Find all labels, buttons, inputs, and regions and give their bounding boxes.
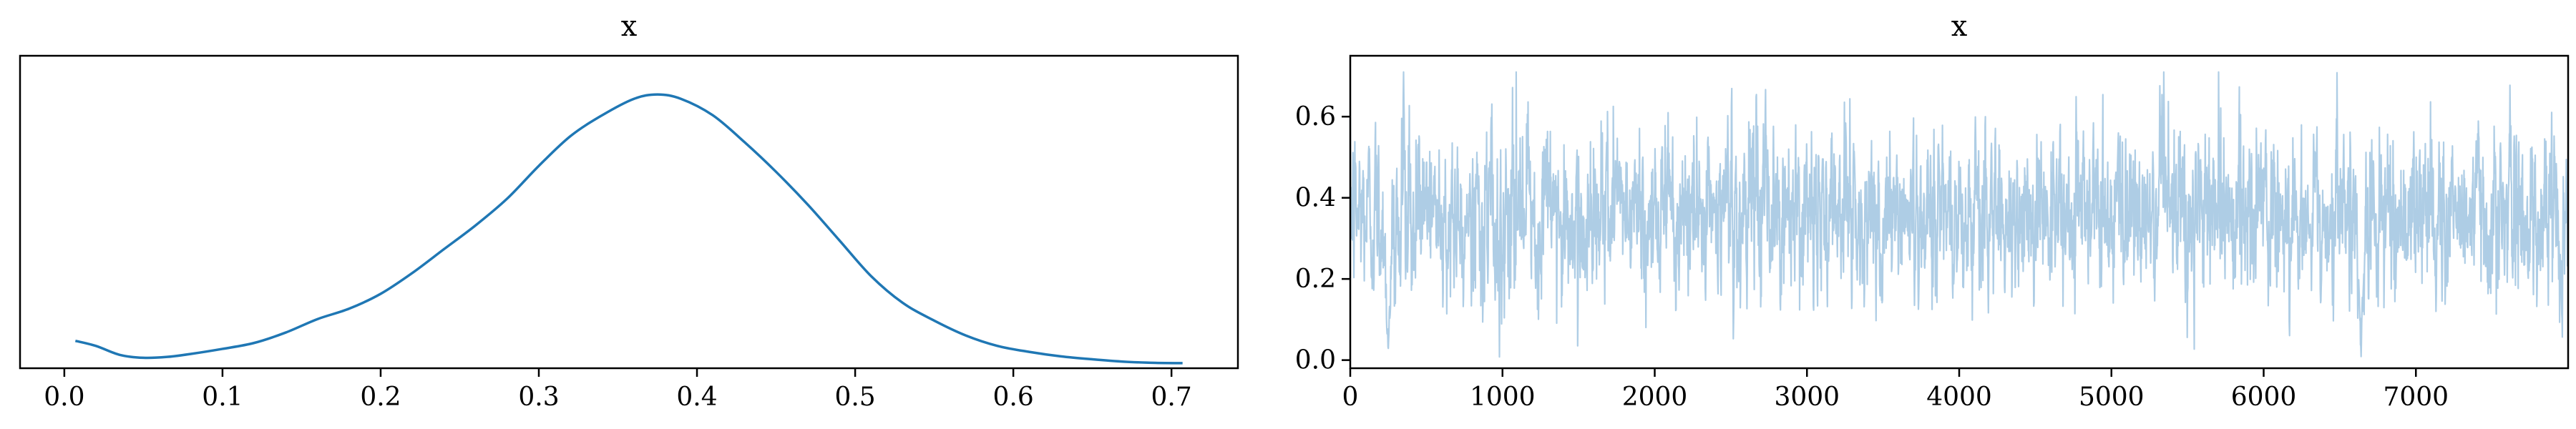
trace-plot-title: x <box>1951 10 1968 43</box>
trace-x-tick-label: 3000 <box>1774 383 1840 412</box>
density-x-tick-label: 0.0 <box>44 383 84 412</box>
density-x-tick-label: 0.1 <box>202 383 243 412</box>
density-x-tick-label: 0.6 <box>992 383 1033 412</box>
density-x-tick-label: 0.4 <box>676 383 717 412</box>
trace-y-tick-label: 0.6 <box>1295 102 1336 132</box>
trace-plot: x 0 1000 2000 3000 4000 5000 6000 7000 0.00.20.… <box>1295 10 2570 412</box>
trace-x-tick-label: 2000 <box>1622 383 1688 412</box>
density-x-tick-label: 0.2 <box>360 383 401 412</box>
trace-x-tick-label: 7000 <box>2383 383 2449 412</box>
density-x-tick-label: 0.5 <box>834 383 875 412</box>
trace-x-tick-label: 5000 <box>2079 383 2145 412</box>
density-x-tick-label: 0.3 <box>518 383 559 412</box>
trace-x-tick-label: 6000 <box>2231 383 2297 412</box>
trace-x-axis: 0 1000 2000 3000 4000 5000 6000 7000 <box>1342 368 2449 412</box>
density-curve <box>74 93 1183 365</box>
trace-y-tick-label: 0.0 <box>1295 346 1336 375</box>
trace-x-tick-label: 0 <box>1342 383 1359 412</box>
trace-y-tick-label: 0.4 <box>1295 184 1336 213</box>
density-x-tick-label: 0.7 <box>1151 383 1192 412</box>
density-plot-title: x <box>621 10 638 43</box>
trace-y-tick-label: 0.2 <box>1295 265 1336 294</box>
trace-y-axis: 0.0 0.2 0.4 0.6 <box>1295 102 1350 375</box>
trace-series <box>1349 71 2569 358</box>
density-plot: x 0.0 0.1 0.2 0.3 0.4 0.5 0.6 0.7 <box>19 10 1239 412</box>
trace-x-tick-label: 4000 <box>1926 383 1992 412</box>
density-x-axis: 0.0 0.1 0.2 0.3 0.4 0.5 0.6 0.7 <box>44 368 1192 412</box>
trace-plot-frame <box>1349 54 2570 370</box>
trace-x-tick-label: 1000 <box>1470 383 1536 412</box>
density-plot-frame <box>19 54 1239 370</box>
